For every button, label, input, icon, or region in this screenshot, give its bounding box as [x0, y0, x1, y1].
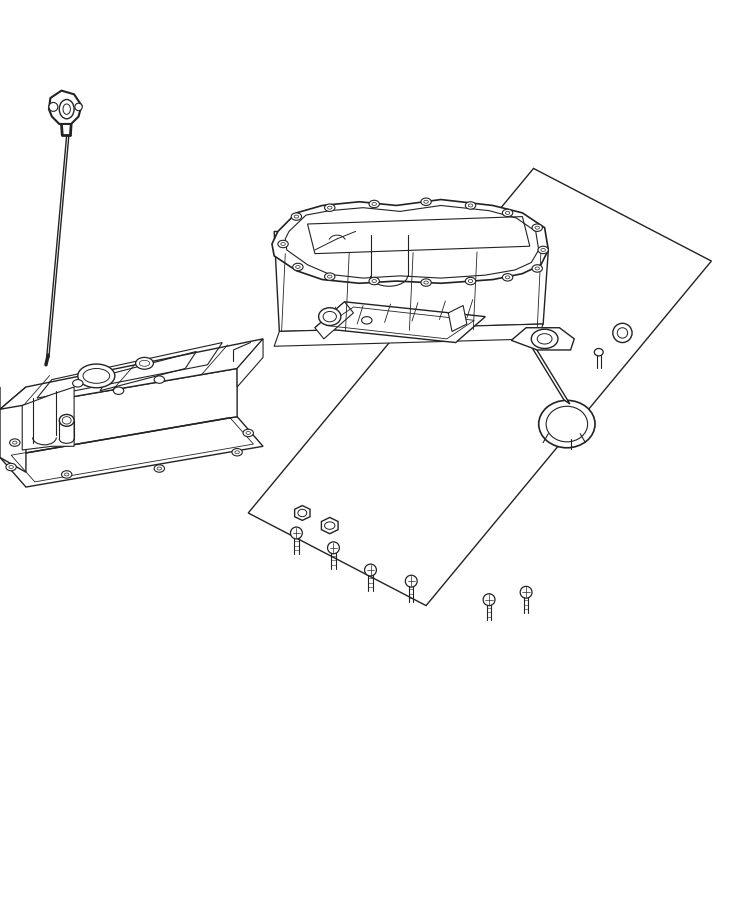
Polygon shape	[511, 328, 574, 350]
Polygon shape	[274, 231, 548, 331]
Ellipse shape	[328, 542, 339, 554]
Ellipse shape	[465, 202, 476, 209]
Ellipse shape	[369, 277, 379, 284]
Ellipse shape	[520, 586, 532, 598]
Ellipse shape	[232, 448, 242, 456]
Polygon shape	[315, 302, 485, 343]
Ellipse shape	[531, 329, 558, 348]
Ellipse shape	[362, 317, 372, 324]
Polygon shape	[237, 339, 263, 387]
Ellipse shape	[62, 471, 72, 478]
Ellipse shape	[136, 357, 153, 369]
Ellipse shape	[59, 100, 74, 119]
Ellipse shape	[113, 387, 124, 394]
Ellipse shape	[538, 247, 548, 254]
Ellipse shape	[465, 277, 476, 284]
Ellipse shape	[154, 464, 165, 473]
Polygon shape	[0, 339, 263, 410]
Ellipse shape	[63, 104, 70, 114]
Ellipse shape	[6, 464, 16, 471]
Polygon shape	[322, 518, 338, 534]
Ellipse shape	[243, 429, 253, 436]
Ellipse shape	[502, 209, 513, 217]
Ellipse shape	[154, 376, 165, 383]
Ellipse shape	[78, 364, 115, 388]
Ellipse shape	[49, 103, 58, 112]
Ellipse shape	[319, 308, 341, 326]
Ellipse shape	[59, 414, 74, 427]
Ellipse shape	[73, 380, 83, 387]
Polygon shape	[274, 324, 543, 346]
Ellipse shape	[278, 240, 288, 248]
Ellipse shape	[325, 273, 335, 280]
Ellipse shape	[10, 439, 20, 446]
Ellipse shape	[75, 104, 82, 111]
Polygon shape	[49, 91, 82, 124]
Polygon shape	[0, 387, 26, 472]
Ellipse shape	[325, 204, 335, 212]
Ellipse shape	[532, 265, 542, 272]
Ellipse shape	[365, 564, 376, 576]
Polygon shape	[0, 368, 237, 457]
Ellipse shape	[483, 594, 495, 606]
Ellipse shape	[290, 527, 302, 539]
Ellipse shape	[421, 198, 431, 205]
Ellipse shape	[293, 264, 303, 271]
Polygon shape	[0, 417, 263, 487]
Polygon shape	[448, 305, 467, 331]
Ellipse shape	[291, 213, 302, 220]
Ellipse shape	[532, 224, 542, 231]
Ellipse shape	[369, 201, 379, 208]
Polygon shape	[295, 506, 310, 520]
Polygon shape	[315, 302, 353, 339]
Ellipse shape	[405, 575, 417, 587]
Ellipse shape	[613, 323, 632, 343]
Ellipse shape	[594, 348, 603, 356]
Polygon shape	[272, 200, 548, 284]
Polygon shape	[22, 387, 74, 450]
Ellipse shape	[539, 400, 595, 448]
Ellipse shape	[421, 279, 431, 286]
Ellipse shape	[502, 274, 513, 281]
Polygon shape	[523, 333, 570, 404]
